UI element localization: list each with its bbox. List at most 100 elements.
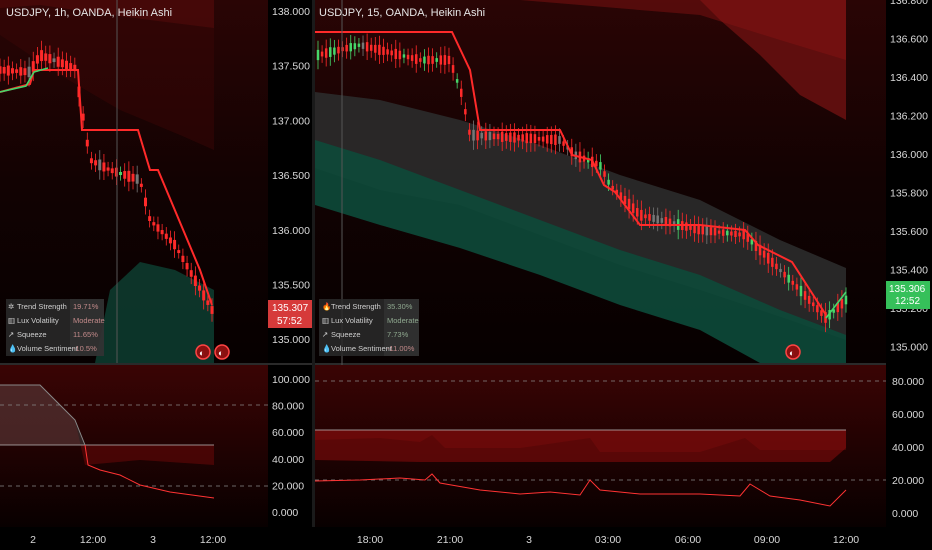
- candle-body: [652, 214, 655, 222]
- candle-body: [2, 67, 6, 74]
- candle-body: [168, 237, 172, 244]
- candle-body: [386, 49, 389, 55]
- pane-divider[interactable]: [312, 0, 315, 550]
- left-dash-row-squeeze: ↗ Squeeze 11.65%: [8, 330, 98, 339]
- candle-body: [664, 217, 668, 226]
- left-osc-gray-line: [0, 384, 86, 446]
- candle-body: [738, 232, 741, 237]
- left-cloud-red: [0, 0, 214, 150]
- right-dash-row-squeeze: ↗ Squeeze 7.73%: [322, 330, 409, 339]
- candle-body: [27, 66, 31, 78]
- right-osc-axis-labels: 80.000 60.000 40.000 20.000 0.000: [892, 376, 924, 520]
- candle-body: [640, 209, 643, 221]
- candle-body: [349, 43, 352, 52]
- candle-body: [382, 46, 385, 55]
- right-upper-band-inner: [520, 0, 846, 60]
- candle-body: [832, 309, 835, 313]
- candle-body: [139, 183, 143, 187]
- candle-body: [500, 131, 504, 142]
- candle-body: [431, 56, 434, 64]
- price-tag-value: 135.307: [272, 303, 309, 314]
- candle-body: [836, 302, 840, 313]
- candle-body: [611, 185, 614, 190]
- candle-body: [357, 43, 361, 47]
- candle-body: [742, 230, 745, 240]
- time-axis[interactable]: [0, 527, 932, 550]
- right-vertical-cursor: [341, 0, 343, 527]
- candle-body: [558, 136, 561, 144]
- candle-body: [460, 88, 463, 97]
- squeeze-icon: ↗: [8, 330, 14, 339]
- candle-body: [427, 55, 430, 65]
- axis-tick-label: 80.000: [892, 376, 924, 388]
- signal-icon[interactable]: [195, 344, 211, 360]
- candle-body: [337, 46, 340, 54]
- time-tick-label: 12:00: [833, 534, 859, 546]
- candle-body: [106, 167, 110, 171]
- candle-body: [423, 56, 426, 64]
- candle-body: [60, 59, 64, 68]
- trend-icon: 🔥: [322, 302, 331, 311]
- axis-tick-label: 136.800: [890, 0, 928, 7]
- candle-body: [488, 132, 492, 141]
- candle-body: [517, 134, 520, 141]
- candle-body: [754, 240, 758, 251]
- candle-body: [23, 68, 27, 76]
- left-signal-icons[interactable]: ◐ ◐: [195, 344, 230, 360]
- right-trailing-stop-bull: [825, 291, 847, 319]
- candle-body: [131, 173, 135, 182]
- candle-body: [484, 131, 488, 141]
- time-tick-label: 09:00: [754, 534, 780, 546]
- right-price-axis[interactable]: [886, 0, 932, 527]
- signal-icon[interactable]: [785, 344, 801, 360]
- candle-body: [398, 50, 402, 60]
- right-teal-cloud: [315, 92, 846, 340]
- right-trailing-stop: [315, 31, 827, 316]
- candle-body: [828, 310, 831, 320]
- candle-body: [152, 222, 156, 226]
- candle-body: [627, 198, 631, 210]
- candle-body: [160, 230, 164, 235]
- horizontal-divider-right[interactable]: [315, 363, 932, 365]
- axis-tick-label: 136.500: [272, 170, 310, 182]
- right-price-tag: 135.306 12:52: [886, 281, 930, 309]
- candle-body: [779, 268, 782, 273]
- candle-body: [31, 61, 35, 72]
- candle-body: [468, 129, 471, 135]
- time-tick-label: 12:00: [200, 534, 226, 546]
- right-dash-row-volatility: ▥ Lux Volatility Moderate: [322, 316, 419, 325]
- candle-body: [181, 255, 185, 262]
- right-chart-panel[interactable]: USDJPY, 15, OANDA, Heikin Ashi 🔥 Trend S…: [314, 0, 932, 527]
- candle-body: [0, 66, 2, 74]
- dash-label: Volume Sentiment: [17, 344, 79, 353]
- candle-body: [775, 263, 778, 270]
- left-price-tag: 135.307 57:52: [268, 300, 312, 328]
- left-chart-panel[interactable]: USDJPY, 1h, OANDA, Heikin Ashi ✲ Trend S…: [0, 0, 312, 527]
- signal-icon-glyph: ◐: [789, 348, 794, 358]
- dash-value: 35.30%: [387, 302, 413, 311]
- dash-value: Moderate: [73, 316, 105, 325]
- horizontal-divider-left[interactable]: [0, 363, 312, 365]
- time-tick-label: 12:00: [80, 534, 106, 546]
- volume-icon: 💧: [322, 344, 331, 353]
- left-price-axis[interactable]: [268, 0, 312, 527]
- candle-body: [193, 275, 197, 287]
- axis-tick-label: 135.500: [272, 280, 310, 292]
- volatility-icon: ▥: [8, 316, 15, 325]
- candle-body: [81, 113, 85, 121]
- signal-icon[interactable]: [214, 344, 230, 360]
- candle-body: [619, 192, 623, 200]
- axis-tick-label: 137.000: [272, 115, 310, 127]
- candle-body: [320, 51, 324, 57]
- axis-tick-label: 136.000: [890, 149, 928, 161]
- right-signal-icons[interactable]: ◐: [785, 344, 801, 360]
- candle-body: [689, 225, 692, 230]
- candle-body: [631, 203, 635, 213]
- candle-body: [65, 60, 69, 69]
- candle-body: [766, 252, 770, 264]
- dash-label: Squeeze: [331, 330, 361, 339]
- axis-tick-label: 137.500: [272, 61, 310, 73]
- axis-tick-label: 40.000: [272, 454, 304, 466]
- candle-body: [672, 221, 676, 226]
